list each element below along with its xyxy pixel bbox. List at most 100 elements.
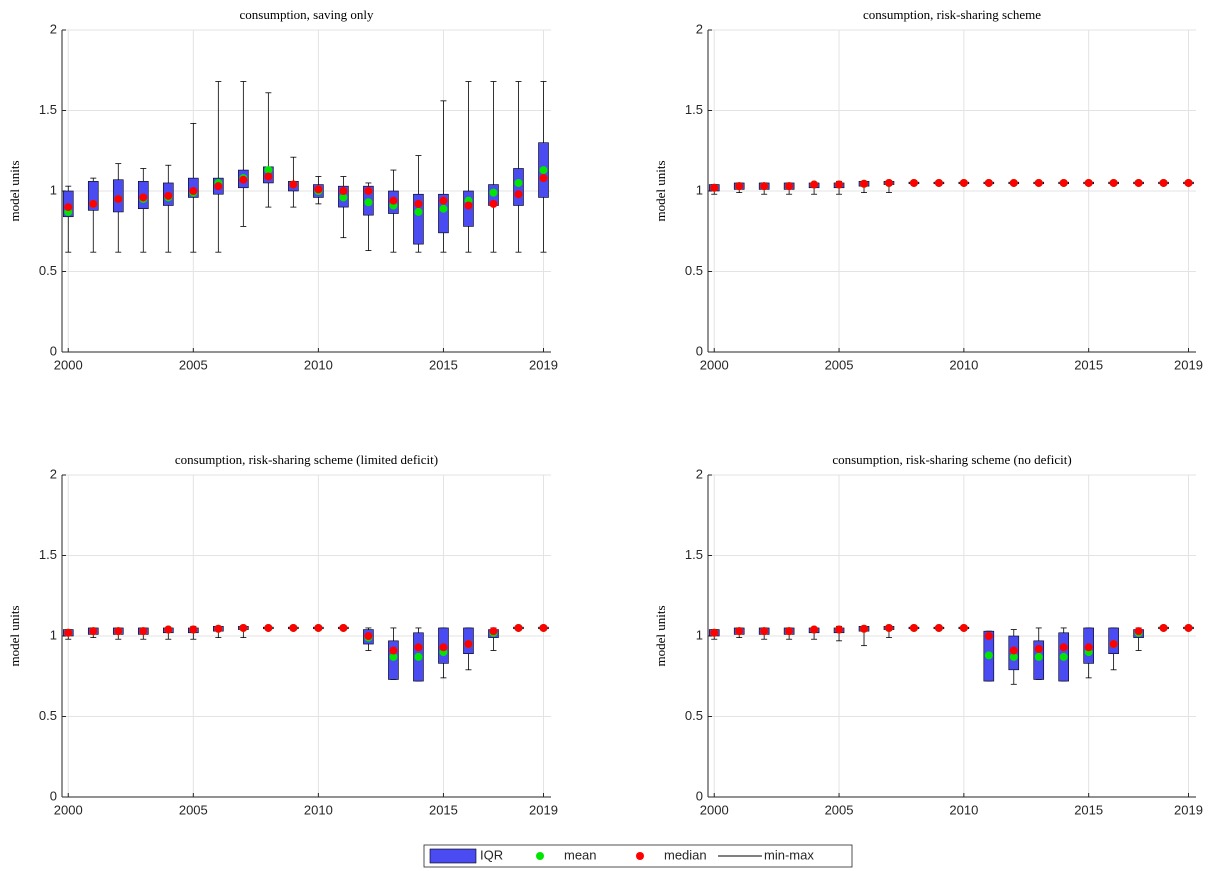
median-dot [114,627,123,636]
median-dot [239,175,248,184]
median-dot [539,623,548,632]
legend: IQR mean median min-max [423,844,853,868]
x-tick-label: 2015 [1074,802,1103,817]
median-dot [1009,646,1018,655]
median-dot [984,632,993,640]
median-dot [214,624,223,633]
x-tick-label: 2019 [1174,802,1203,817]
median-dot [489,199,498,208]
x-tick-label: 2010 [949,802,978,817]
median-dot [1184,623,1193,632]
y-tick-label: 1 [696,627,703,642]
median-dot [884,178,893,187]
median-dot [389,196,398,205]
legend-swatch [429,848,477,864]
chart-title: consumption, saving only [240,7,374,22]
y-tick-label: 1.5 [685,547,703,562]
y-tick-label: 1 [50,627,57,642]
median-dot [89,199,98,208]
x-tick-label: 2010 [949,357,978,372]
median-dot [139,193,148,202]
x-tick-label: 2005 [179,357,208,372]
y-tick-label: 1 [696,182,703,197]
y-tick-label: 0 [50,788,57,803]
median-dot [64,628,73,637]
median-dot [364,632,373,640]
y-tick-label: 2 [696,21,703,36]
median-dot [514,190,523,199]
median-dot [264,172,273,181]
mean-dot [389,652,398,661]
chart-title: consumption, risk-sharing scheme (limite… [175,452,438,467]
x-tick-label: 2010 [304,357,333,372]
median-dot [189,187,198,195]
median-dot [735,182,744,191]
median-dot [339,623,348,632]
y-axis-label: model units [7,605,22,666]
y-tick-label: 2 [50,21,57,36]
mean-dot [539,166,548,175]
median-dot [439,643,448,652]
x-tick-label: 2019 [1174,357,1203,372]
iqr-box [413,193,424,245]
median-dot [1059,178,1068,187]
mean-dot [984,651,993,660]
median-dot [489,627,498,636]
median-dot [314,623,323,632]
median-dot [835,180,844,189]
mean-dot [1034,652,1043,661]
x-tick-label: 2000 [700,357,729,372]
x-tick-label: 2000 [700,802,729,817]
median-dot [984,178,993,187]
median-dot [860,179,869,188]
median-dot [439,196,448,205]
median-dot [1059,643,1068,652]
median-dot [835,625,844,634]
median-dot [214,182,223,191]
median-dot [785,627,794,636]
y-tick-label: 0.5 [685,263,703,278]
y-tick-label: 2 [50,466,57,481]
y-tick-label: 0.5 [685,708,703,723]
legend-label: IQR [480,847,503,862]
x-tick-label: 2019 [529,357,558,372]
median-dot [289,623,298,632]
median-dot [139,627,148,636]
y-tick-label: 1 [50,182,57,197]
median-dot [114,195,123,204]
median-dot [710,628,719,637]
median-dot [289,180,298,189]
legend-label: median [664,847,707,862]
y-tick-label: 0.5 [39,263,57,278]
median-dot [760,182,769,191]
iqr-box [438,193,449,234]
median-dot [1184,178,1193,187]
median-dot [164,625,173,634]
median-dot [189,625,198,634]
legend-swatch [536,852,544,860]
median-dot [514,623,523,632]
x-tick-label: 2005 [825,357,854,372]
y-tick-label: 0 [50,343,57,358]
mean-dot [414,207,423,216]
chart-title: consumption, risk-sharing scheme (no def… [832,452,1071,467]
median-dot [164,191,173,200]
median-dot [414,199,423,208]
x-tick-label: 2000 [54,802,83,817]
median-dot [884,623,893,632]
legend-label: min-max [764,847,814,862]
median-dot [264,623,273,632]
median-dot [934,178,943,187]
y-tick-label: 2 [696,466,703,481]
median-dot [1084,178,1093,187]
median-dot [909,623,918,632]
y-axis-label: model units [7,160,22,221]
median-dot [1109,178,1118,187]
median-dot [364,187,373,195]
mean-dot [414,652,423,661]
mean-dot [514,178,523,187]
x-tick-label: 2005 [825,802,854,817]
median-dot [760,627,769,636]
median-dot [389,646,398,655]
